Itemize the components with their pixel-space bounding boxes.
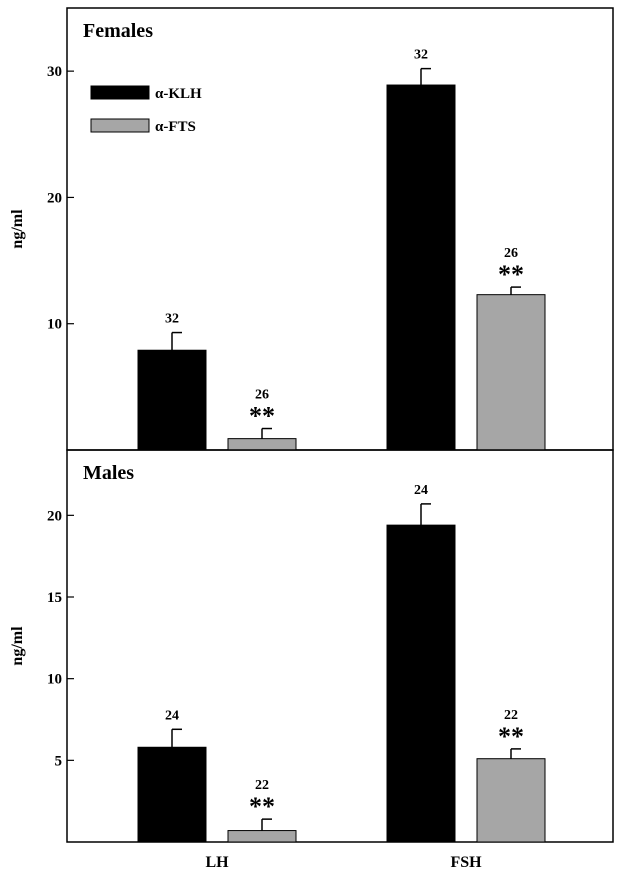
n-label: 26	[504, 246, 518, 261]
bar	[386, 524, 456, 843]
y-axis-title: ng/ml	[9, 626, 26, 666]
legend-label: α-KLH	[155, 86, 202, 102]
bar	[227, 438, 297, 451]
n-label: 32	[414, 48, 428, 63]
legend-swatch	[90, 118, 150, 133]
y-tick-label: 5	[55, 753, 63, 769]
y-tick-label: 30	[47, 64, 62, 80]
bar	[476, 294, 546, 451]
significance-label: **	[249, 402, 275, 431]
significance-label: **	[498, 722, 524, 751]
x-category-label: FSH	[450, 854, 482, 871]
bar	[227, 830, 297, 843]
bar	[476, 758, 546, 843]
n-label: 22	[504, 708, 518, 723]
y-tick-label: 20	[47, 190, 62, 206]
panel-title: Females	[83, 20, 153, 42]
x-category-label: LH	[205, 854, 229, 871]
panel-title: Males	[83, 462, 134, 484]
legend-label: α-FTS	[155, 119, 196, 135]
y-tick-label: 10	[47, 317, 62, 333]
panel-frame	[66, 449, 614, 843]
bar	[137, 349, 207, 451]
n-label: 26	[255, 388, 269, 403]
n-label: 32	[165, 312, 179, 327]
significance-label: **	[249, 792, 275, 821]
significance-label: **	[498, 260, 524, 289]
bar	[386, 84, 456, 451]
y-axis-title: ng/ml	[9, 209, 26, 249]
n-label: 24	[414, 483, 428, 498]
legend-swatch	[90, 85, 150, 100]
y-tick-label: 20	[47, 508, 62, 524]
n-label: 22	[255, 778, 269, 793]
y-tick-label: 15	[47, 590, 62, 606]
bar	[137, 746, 207, 843]
y-tick-label: 10	[47, 672, 62, 688]
n-label: 24	[165, 708, 179, 723]
